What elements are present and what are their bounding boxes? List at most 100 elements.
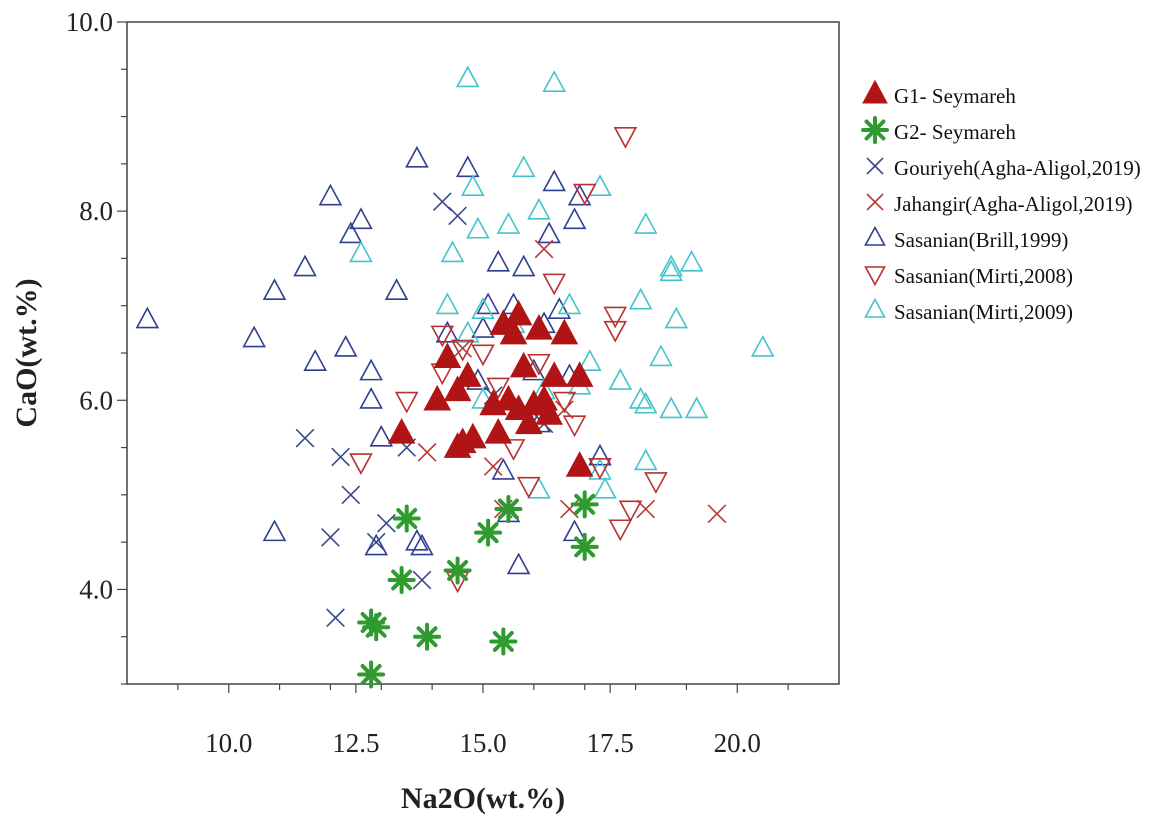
data-point [542, 70, 566, 92]
data-point [413, 622, 442, 651]
data-point [303, 349, 327, 371]
data-point [435, 292, 460, 315]
data-point [387, 565, 416, 594]
legend-label: Sasanian(Mirti,2009) [894, 300, 1073, 324]
data-point [455, 155, 480, 178]
data-point [484, 418, 513, 444]
data-point [242, 325, 266, 348]
data-point [659, 259, 683, 282]
data-point [321, 528, 340, 547]
data-point [504, 394, 533, 420]
data-point [547, 297, 572, 319]
data-point [608, 368, 633, 390]
data-point [430, 325, 455, 348]
data-point [443, 375, 472, 402]
legend-item: Jahangir(Agha-Aligol,2019) [866, 192, 1133, 216]
data-point [394, 391, 419, 414]
legend-marker [861, 116, 889, 144]
data-point [572, 183, 597, 206]
legend-marker [864, 266, 886, 287]
data-point [471, 387, 495, 409]
data-point [534, 239, 554, 259]
data-point [359, 387, 383, 409]
data-point [565, 361, 594, 387]
legend-marker [864, 297, 886, 318]
data-point [331, 447, 350, 467]
x-tick-label: 10.0 [205, 728, 252, 758]
data-point [410, 533, 434, 556]
data-point [750, 335, 775, 357]
legend-label: G2- Seymareh [894, 120, 1016, 144]
data-point [349, 207, 373, 230]
data-point [486, 377, 511, 400]
legend-marker [864, 225, 886, 246]
data-point [483, 457, 503, 476]
data-point [664, 306, 689, 329]
legend-label: G1- Seymareh [894, 84, 1016, 108]
data-point [476, 292, 500, 315]
series-1 [357, 490, 599, 689]
legend-item: Sasanian(Brill,1999) [864, 225, 1068, 252]
data-point [362, 613, 391, 642]
data-point [474, 518, 503, 547]
data-point [593, 476, 617, 499]
data-point [450, 339, 475, 362]
legend-item: Gouriyeh(Agha-Aligol,2019) [866, 156, 1141, 180]
plot-area [126, 21, 840, 685]
y-tick-label: 6.0 [79, 385, 113, 415]
data-point [387, 418, 416, 444]
legend-marker [866, 157, 884, 175]
data-point [628, 287, 653, 310]
data-point [628, 387, 653, 409]
data-point [684, 396, 709, 419]
series-0 [387, 299, 594, 477]
data-point [511, 254, 536, 277]
data-point [565, 451, 594, 477]
legend-label: Gouriyeh(Agha-Aligol,2019) [894, 156, 1141, 180]
data-point [552, 391, 577, 414]
legend-label: Jahangir(Agha-Aligol,2019) [894, 192, 1133, 216]
data-point [364, 533, 388, 556]
data-point [542, 169, 566, 192]
data-point [633, 391, 658, 414]
data-point [486, 249, 511, 272]
data-point [501, 439, 526, 461]
legend-item: G2- Seymareh [861, 116, 1016, 144]
data-point [644, 472, 668, 494]
data-point [499, 318, 528, 345]
data-point [578, 349, 602, 371]
data-point [405, 145, 429, 168]
x-tick-label: 17.5 [587, 728, 634, 758]
data-point [588, 443, 612, 466]
data-point [466, 216, 490, 239]
data-point [550, 318, 579, 345]
data-point [392, 504, 421, 533]
legend-label: Sasanian(Mirti,2008) [894, 264, 1073, 288]
data-point [455, 65, 480, 88]
y-axis-title: CaO(wt.%) [10, 278, 43, 427]
data-point [525, 314, 553, 340]
legend-item: G1- Seymareh [862, 79, 1016, 108]
data-point [453, 338, 473, 358]
data-points [135, 65, 775, 689]
data-point [504, 299, 533, 326]
data-point [555, 400, 574, 420]
data-point [455, 320, 480, 343]
data-point [618, 500, 643, 523]
data-point [412, 570, 432, 590]
data-point [357, 660, 386, 689]
data-point [435, 320, 460, 343]
data-point [527, 197, 551, 220]
data-point [537, 221, 561, 244]
data-point [318, 183, 343, 206]
data-point [433, 342, 462, 368]
series-5 [349, 126, 668, 594]
data-point [489, 627, 518, 656]
data-point [542, 273, 566, 296]
data-point [440, 240, 465, 263]
data-point [366, 532, 386, 552]
data-point [496, 212, 521, 234]
series-3 [417, 239, 727, 524]
data-point [461, 174, 485, 196]
y-tick-label: 4.0 [79, 574, 113, 604]
